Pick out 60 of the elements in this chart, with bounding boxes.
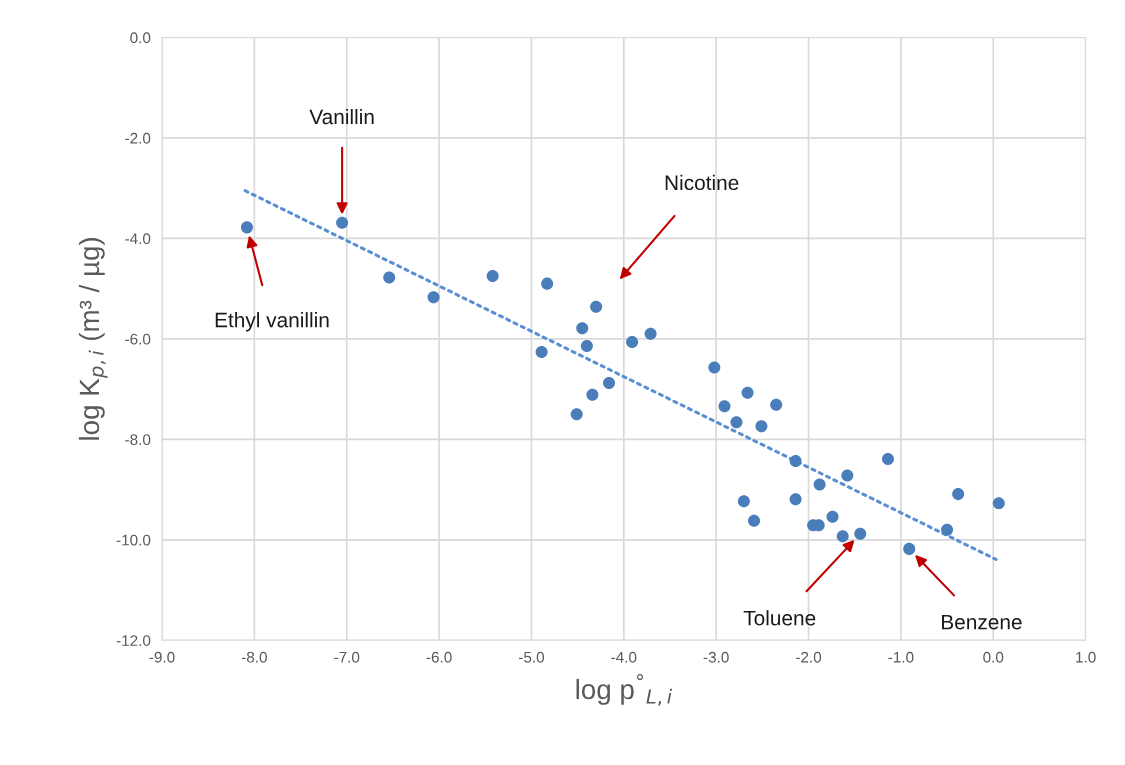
x-tick-label: -8.0 bbox=[241, 651, 267, 663]
x-tick-label: -4.0 bbox=[611, 651, 637, 663]
point bbox=[626, 335, 639, 348]
annotation: Benzene bbox=[942, 614, 1022, 630]
point bbox=[336, 216, 349, 229]
point bbox=[941, 523, 954, 536]
point bbox=[952, 488, 965, 501]
point bbox=[590, 300, 603, 313]
x-tick-label: -7.0 bbox=[334, 651, 360, 663]
annotation: Toluene bbox=[743, 610, 816, 626]
y-tick-label: -10.0 bbox=[116, 534, 151, 546]
y-tick-label: -6.0 bbox=[125, 333, 151, 345]
y-tick-label: -2.0 bbox=[125, 132, 151, 144]
y-tick-label: -8.0 bbox=[125, 434, 151, 446]
point bbox=[570, 408, 583, 421]
x-tick-label: 0.0 bbox=[983, 651, 1004, 663]
y-tick-label: -4.0 bbox=[125, 233, 151, 245]
point bbox=[748, 514, 761, 527]
point bbox=[541, 277, 554, 290]
x-axis-title: log p$^{°}$$_{L,i}$ bbox=[576, 673, 672, 706]
annotation: Nicotine bbox=[665, 174, 739, 191]
point bbox=[576, 322, 589, 335]
point bbox=[383, 271, 396, 284]
point bbox=[486, 270, 499, 283]
point bbox=[841, 469, 854, 482]
x-tick-label: 1.0 bbox=[1076, 651, 1096, 663]
point bbox=[741, 386, 754, 399]
point bbox=[826, 510, 839, 523]
point bbox=[770, 398, 783, 411]
point bbox=[755, 420, 768, 433]
point bbox=[789, 454, 802, 467]
point bbox=[603, 377, 616, 390]
x-tick-label: -1.0 bbox=[888, 651, 914, 663]
point bbox=[730, 416, 743, 429]
point bbox=[813, 478, 826, 491]
point bbox=[718, 400, 731, 413]
point bbox=[737, 495, 750, 508]
point bbox=[240, 221, 253, 234]
point bbox=[535, 345, 548, 358]
point bbox=[580, 339, 593, 352]
x-tick-label: -2.0 bbox=[796, 651, 822, 663]
point bbox=[427, 291, 440, 304]
x-tick-label: -3.0 bbox=[703, 651, 729, 663]
point bbox=[586, 388, 599, 401]
point bbox=[854, 527, 867, 540]
y-tick-label: -12.0 bbox=[116, 635, 151, 646]
annotation: Ethyl vanillin bbox=[215, 312, 329, 332]
y-tick-label: 0.0 bbox=[130, 32, 151, 44]
y-axis-title: log K$_{p,i}$ (m³ / µg) bbox=[78, 237, 108, 440]
point bbox=[903, 542, 916, 555]
point bbox=[708, 361, 721, 374]
point bbox=[789, 493, 802, 506]
point bbox=[644, 327, 657, 340]
x-tick-label: -9.0 bbox=[149, 651, 175, 663]
annotation: Vanillin bbox=[309, 108, 374, 125]
x-tick-label: -5.0 bbox=[518, 651, 545, 663]
point bbox=[836, 530, 849, 543]
point bbox=[992, 497, 1005, 510]
x-tick-label: -6.0 bbox=[426, 651, 452, 663]
point bbox=[881, 452, 894, 465]
